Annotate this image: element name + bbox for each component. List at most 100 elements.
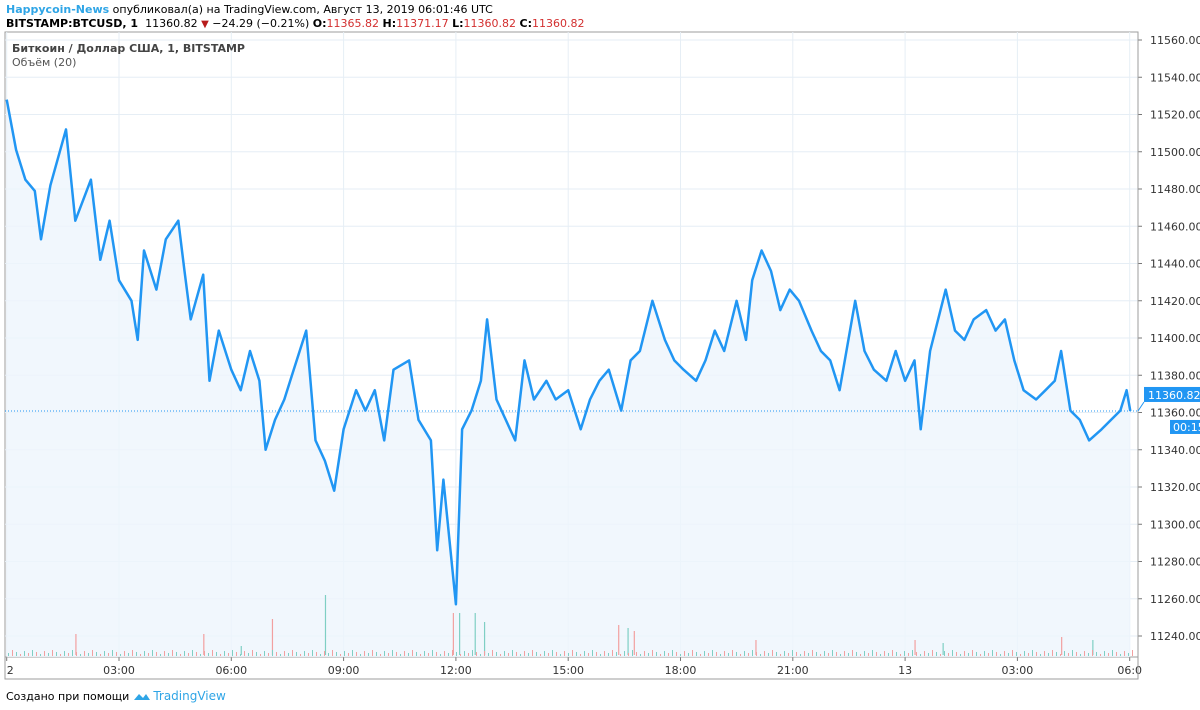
volume-bar [780, 654, 781, 656]
volume-bar [128, 653, 129, 656]
volume-bar [1128, 653, 1129, 656]
volume-bar [820, 654, 821, 656]
volume-bar [732, 650, 733, 656]
volume-bar [480, 654, 481, 656]
volume-bar [980, 654, 981, 656]
volume-bar [920, 654, 921, 656]
volume-bar [336, 652, 337, 656]
volume-bar [92, 650, 93, 656]
volume-bar [240, 654, 241, 656]
volume-bar [264, 651, 265, 656]
volume-bar [544, 651, 545, 656]
volume-bar [608, 653, 609, 656]
x-tick-label: 06:0 [1117, 664, 1142, 677]
price-change: −24.29 (−0.21%) [212, 17, 310, 30]
y-tick-label: 11440.00 [1150, 258, 1200, 271]
volume-bar [560, 654, 561, 656]
volume-bar [116, 652, 117, 656]
volume-bar [332, 650, 333, 656]
volume-bar [80, 654, 81, 656]
volume-bar [284, 651, 285, 656]
volume-bar [944, 651, 945, 656]
volume-bar [648, 653, 649, 656]
volume-bar [168, 653, 169, 656]
volume-bar [712, 650, 713, 656]
volume-bar [900, 654, 901, 656]
volume-bar [588, 653, 589, 656]
last-price: 11360.82 [145, 17, 198, 30]
volume-bar [1052, 650, 1053, 656]
volume-bar [64, 651, 65, 656]
volume-bar [160, 654, 161, 656]
volume-bar [520, 654, 521, 656]
volume-bar [688, 653, 689, 656]
volume-bar [524, 651, 525, 656]
volume-bar [300, 654, 301, 656]
volume-bar [484, 651, 485, 656]
y-tick-label: 11300.00 [1150, 518, 1200, 531]
volume-bar [928, 653, 929, 656]
volume-bar [320, 654, 321, 656]
volume-bar [1060, 654, 1061, 656]
volume-bar [292, 650, 293, 656]
volume-bar [576, 652, 577, 656]
volume-bar [424, 651, 425, 656]
volume-bar [552, 650, 553, 656]
volume-bar [112, 650, 113, 656]
price-chart[interactable]: 11560.00 11540.00 11520.00 11500.00 11480.00… [0, 0, 1200, 685]
volume-bar [528, 653, 529, 656]
volume-bar [708, 653, 709, 656]
published-text: опубликовал(а) на TradingView.com, Авгус… [112, 3, 493, 16]
volume-bar [252, 650, 253, 656]
volume-bar [360, 654, 361, 656]
price-area-fill [6, 99, 1131, 658]
volume-bar [1012, 650, 1013, 656]
x-tick-label: 13 [898, 664, 912, 677]
volume-bar [692, 650, 693, 656]
y-tick-label: 11360.00 [1150, 407, 1200, 420]
volume-bar [216, 652, 217, 656]
volume-bar [428, 653, 429, 656]
volume-bar [500, 654, 501, 656]
volume-bar [452, 650, 453, 656]
volume-bar [1040, 654, 1041, 656]
volume-bar [988, 653, 989, 656]
volume-bar [180, 654, 181, 656]
volume-bar [804, 651, 805, 656]
volume-bar [812, 650, 813, 656]
volume-bar [396, 652, 397, 656]
volume-bar [104, 651, 105, 656]
volume-bar [924, 651, 925, 656]
volume-bar [1072, 650, 1073, 656]
volume-bar [432, 650, 433, 656]
volume-bar [728, 653, 729, 656]
volume-bar [148, 653, 149, 656]
volume-bar [1092, 640, 1094, 655]
volume-bar [152, 650, 153, 656]
author-link[interactable]: Happycoin-News [6, 3, 110, 16]
volume-bar [474, 613, 476, 655]
tradingview-logo[interactable]: TradingView [133, 689, 226, 703]
volume-bar [56, 652, 57, 656]
volume-bar [808, 653, 809, 656]
volume-bar [1024, 651, 1025, 656]
volume-bar [124, 651, 125, 656]
volume-bar [1044, 651, 1045, 656]
x-tick-label: 12:00 [440, 664, 472, 677]
volume-bar [748, 653, 749, 656]
volume-bar [860, 654, 861, 656]
volume-bar [548, 653, 549, 656]
volume-bar [656, 652, 657, 656]
close-value: 11360.82 [532, 17, 585, 30]
tradingview-brand: TradingView [153, 689, 226, 703]
volume-bar [1116, 652, 1117, 656]
volume-bar [720, 654, 721, 656]
volume-bar [492, 650, 493, 656]
volume-bar [1096, 652, 1097, 656]
volume-bar [32, 650, 33, 656]
x-tick-label: 2 [7, 664, 14, 677]
volume-bar [240, 646, 242, 655]
down-arrow-icon: ▼ [201, 19, 209, 30]
volume-bar [288, 653, 289, 656]
volume-bar [876, 652, 877, 656]
